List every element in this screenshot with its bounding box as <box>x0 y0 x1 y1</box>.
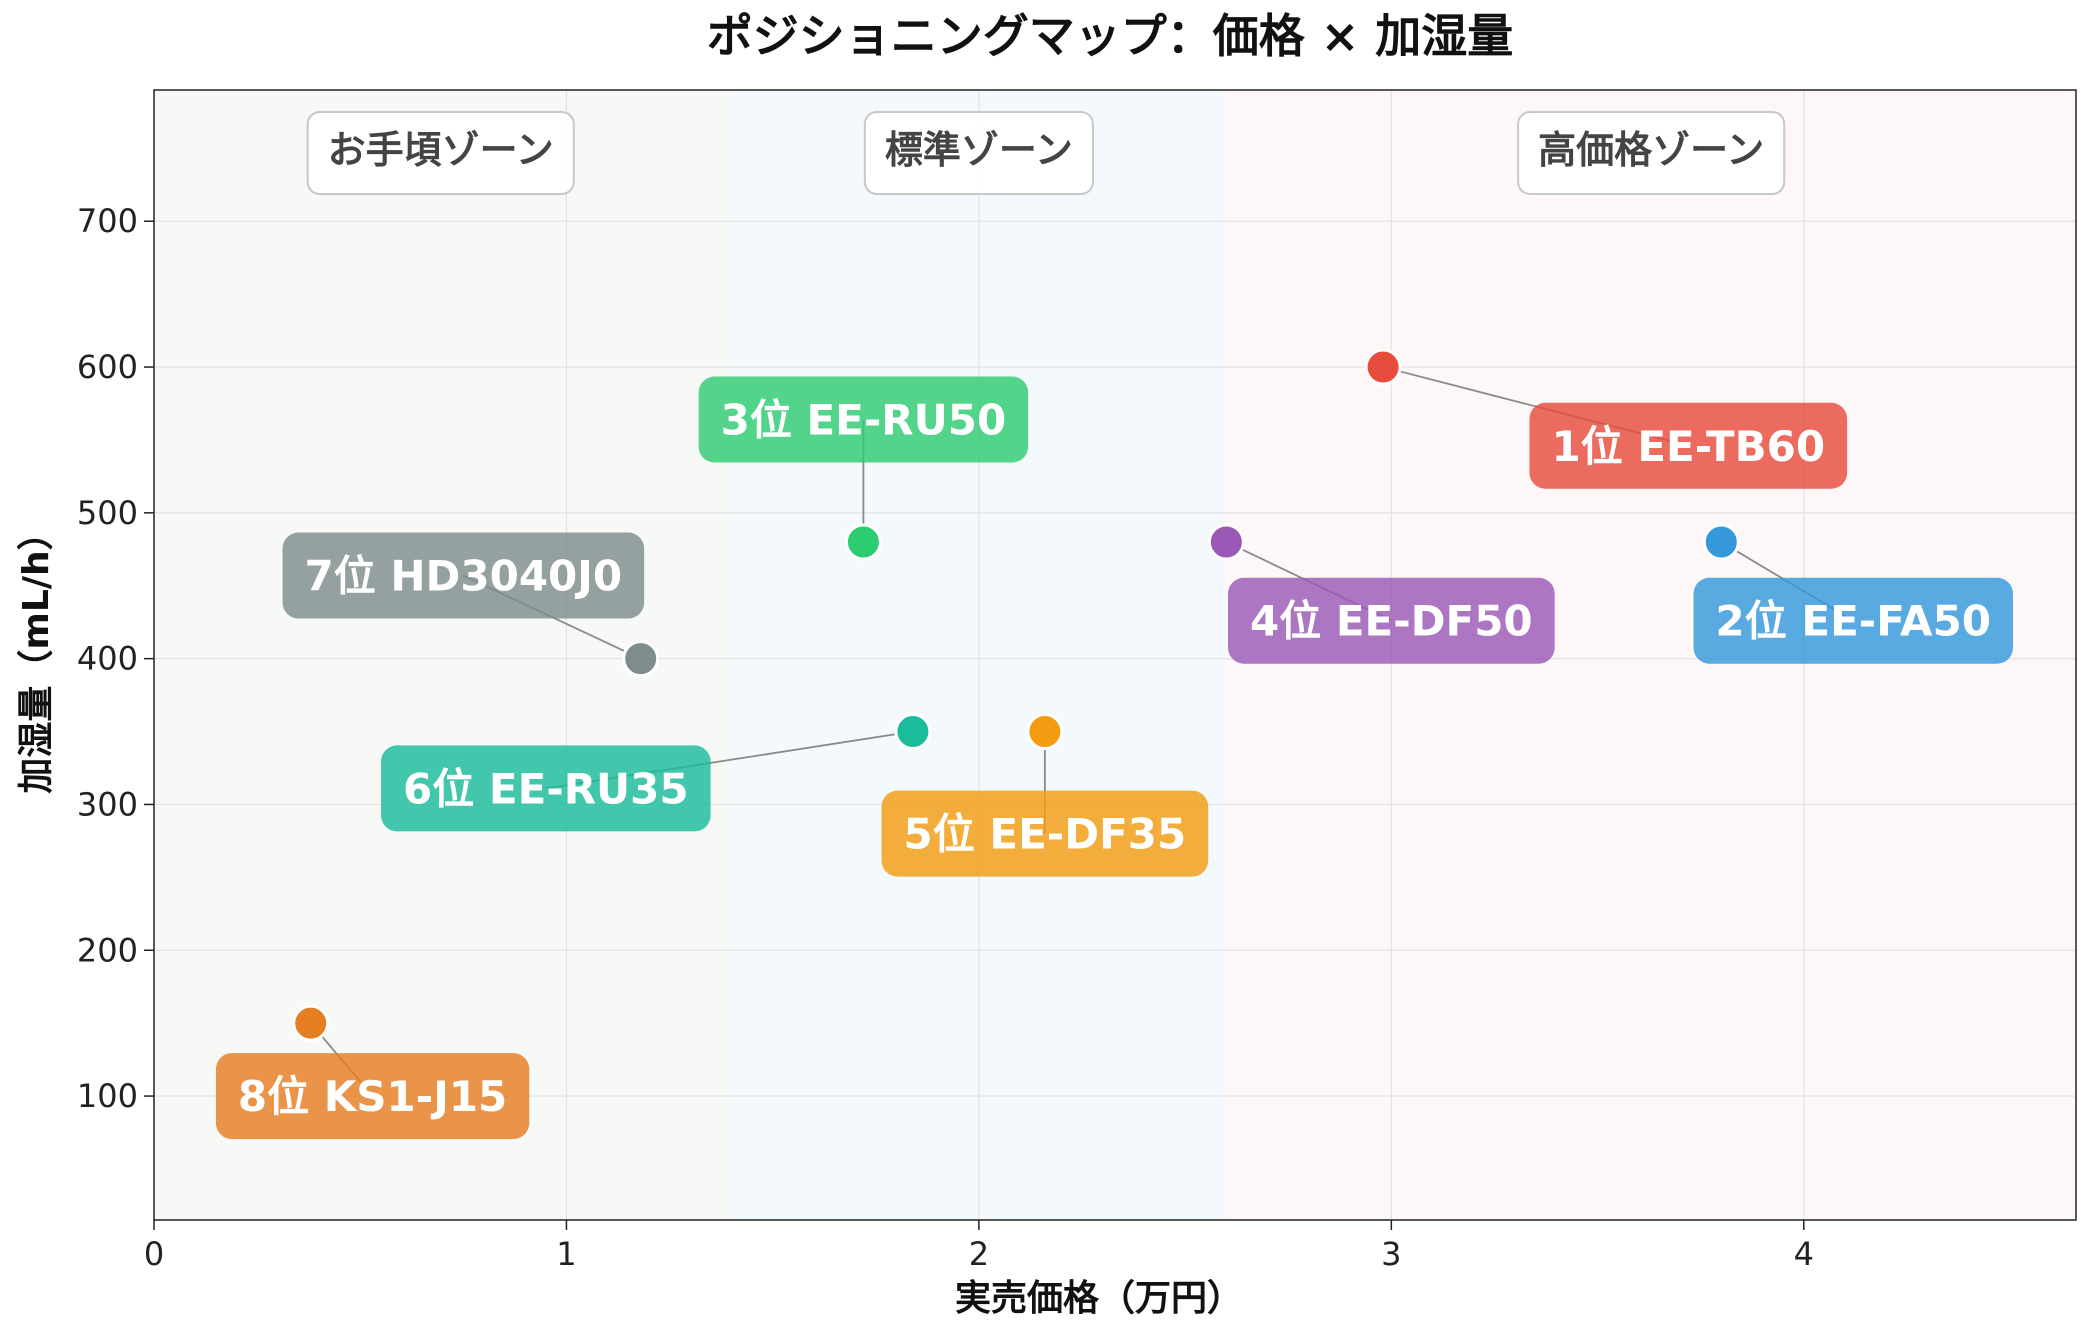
point-label-box <box>1529 402 1848 489</box>
point-label-box <box>1693 577 2014 664</box>
chart-title: ポジショニングマップ：価格 × 加湿量 <box>707 9 1514 63</box>
data-point <box>844 523 882 561</box>
zone-label-box <box>863 111 1094 195</box>
points-layer <box>292 348 1740 1042</box>
zone-labels-layer: お手頃ゾーン 標準ゾーン 高価格ゾーン <box>306 111 1786 195</box>
point-label-text: 6位 EE-RU35 <box>403 764 689 813</box>
zone-label-text: お手頃ゾーン <box>328 128 554 172</box>
y-tick-label: 400 <box>77 640 138 678</box>
point-label: 8位 KS1-J15 <box>215 1053 530 1140</box>
point-label-text: 4位 EE-DF50 <box>1250 597 1533 646</box>
point-label-box <box>1228 577 1555 664</box>
x-tick-label: 4 <box>1794 1235 1814 1273</box>
point-label-box <box>215 1053 530 1140</box>
zone-label-box <box>306 111 575 195</box>
zone-label: 高価格ゾーン <box>1517 111 1786 195</box>
x-tick-label: 1 <box>556 1235 576 1273</box>
point-label: 1位 EE-TB60 <box>1529 402 1848 489</box>
point-label-box <box>282 532 645 619</box>
data-point <box>292 1004 330 1042</box>
point-label: 5位 EE-DF35 <box>881 790 1209 877</box>
x-axis-label: 実売価格（万円） <box>955 1278 1243 1319</box>
zone-label-text: 高価格ゾーン <box>1538 128 1764 172</box>
point-label-text: 2位 EE-FA50 <box>1716 597 1991 646</box>
zone-label: お手頃ゾーン <box>306 111 575 195</box>
zone-label-text: 標準ゾーン <box>885 128 1073 172</box>
x-axis-ticks: 0 1 2 3 4 <box>144 1220 1814 1273</box>
y-axis-label: 加湿量（mL/h） <box>16 514 57 793</box>
x-tick-label: 2 <box>969 1235 989 1273</box>
point-label: 2位 EE-FA50 <box>1693 577 2014 664</box>
data-point <box>1207 523 1245 561</box>
point-label-text: 8位 KS1-J15 <box>238 1072 507 1121</box>
point-label: 7位 HD3040J0 <box>282 532 645 619</box>
point-label: 6位 EE-RU35 <box>381 745 711 832</box>
point-label-box <box>381 745 711 832</box>
point-label: 4位 EE-DF50 <box>1228 577 1555 664</box>
data-point <box>894 713 932 751</box>
point-label-text: 7位 HD3040J0 <box>305 552 623 601</box>
y-tick-label: 700 <box>77 202 138 240</box>
y-tick-label: 300 <box>77 785 138 823</box>
zone-label: 標準ゾーン <box>863 111 1094 195</box>
x-tick-label: 0 <box>144 1235 164 1273</box>
point-label-text: 3位 EE-RU50 <box>721 396 1007 445</box>
x-tick-label: 3 <box>1381 1235 1401 1273</box>
point-label: 3位 EE-RU50 <box>698 376 1029 463</box>
data-point <box>622 640 660 678</box>
point-label-box <box>881 790 1209 877</box>
point-label-text: 1位 EE-TB60 <box>1551 422 1825 471</box>
data-point <box>1702 523 1740 561</box>
y-axis-ticks: 100 200 300 400 500 600 700 <box>77 202 154 1115</box>
data-point <box>1364 348 1402 386</box>
plot-frame <box>153 89 2077 1221</box>
data-point <box>1026 713 1064 751</box>
point-label-box <box>698 376 1029 463</box>
point-labels-layer: 1位 EE-TB60 2位 EE-FA50 3位 EE-RU50 4位 EE-DF50… <box>215 376 2014 1140</box>
y-tick-label: 500 <box>77 494 138 532</box>
y-tick-label: 200 <box>77 931 138 969</box>
y-tick-label: 100 <box>77 1077 138 1115</box>
point-label-text: 5位 EE-DF35 <box>904 810 1187 859</box>
y-tick-label: 600 <box>77 348 138 386</box>
zone-label-box <box>1517 111 1786 195</box>
